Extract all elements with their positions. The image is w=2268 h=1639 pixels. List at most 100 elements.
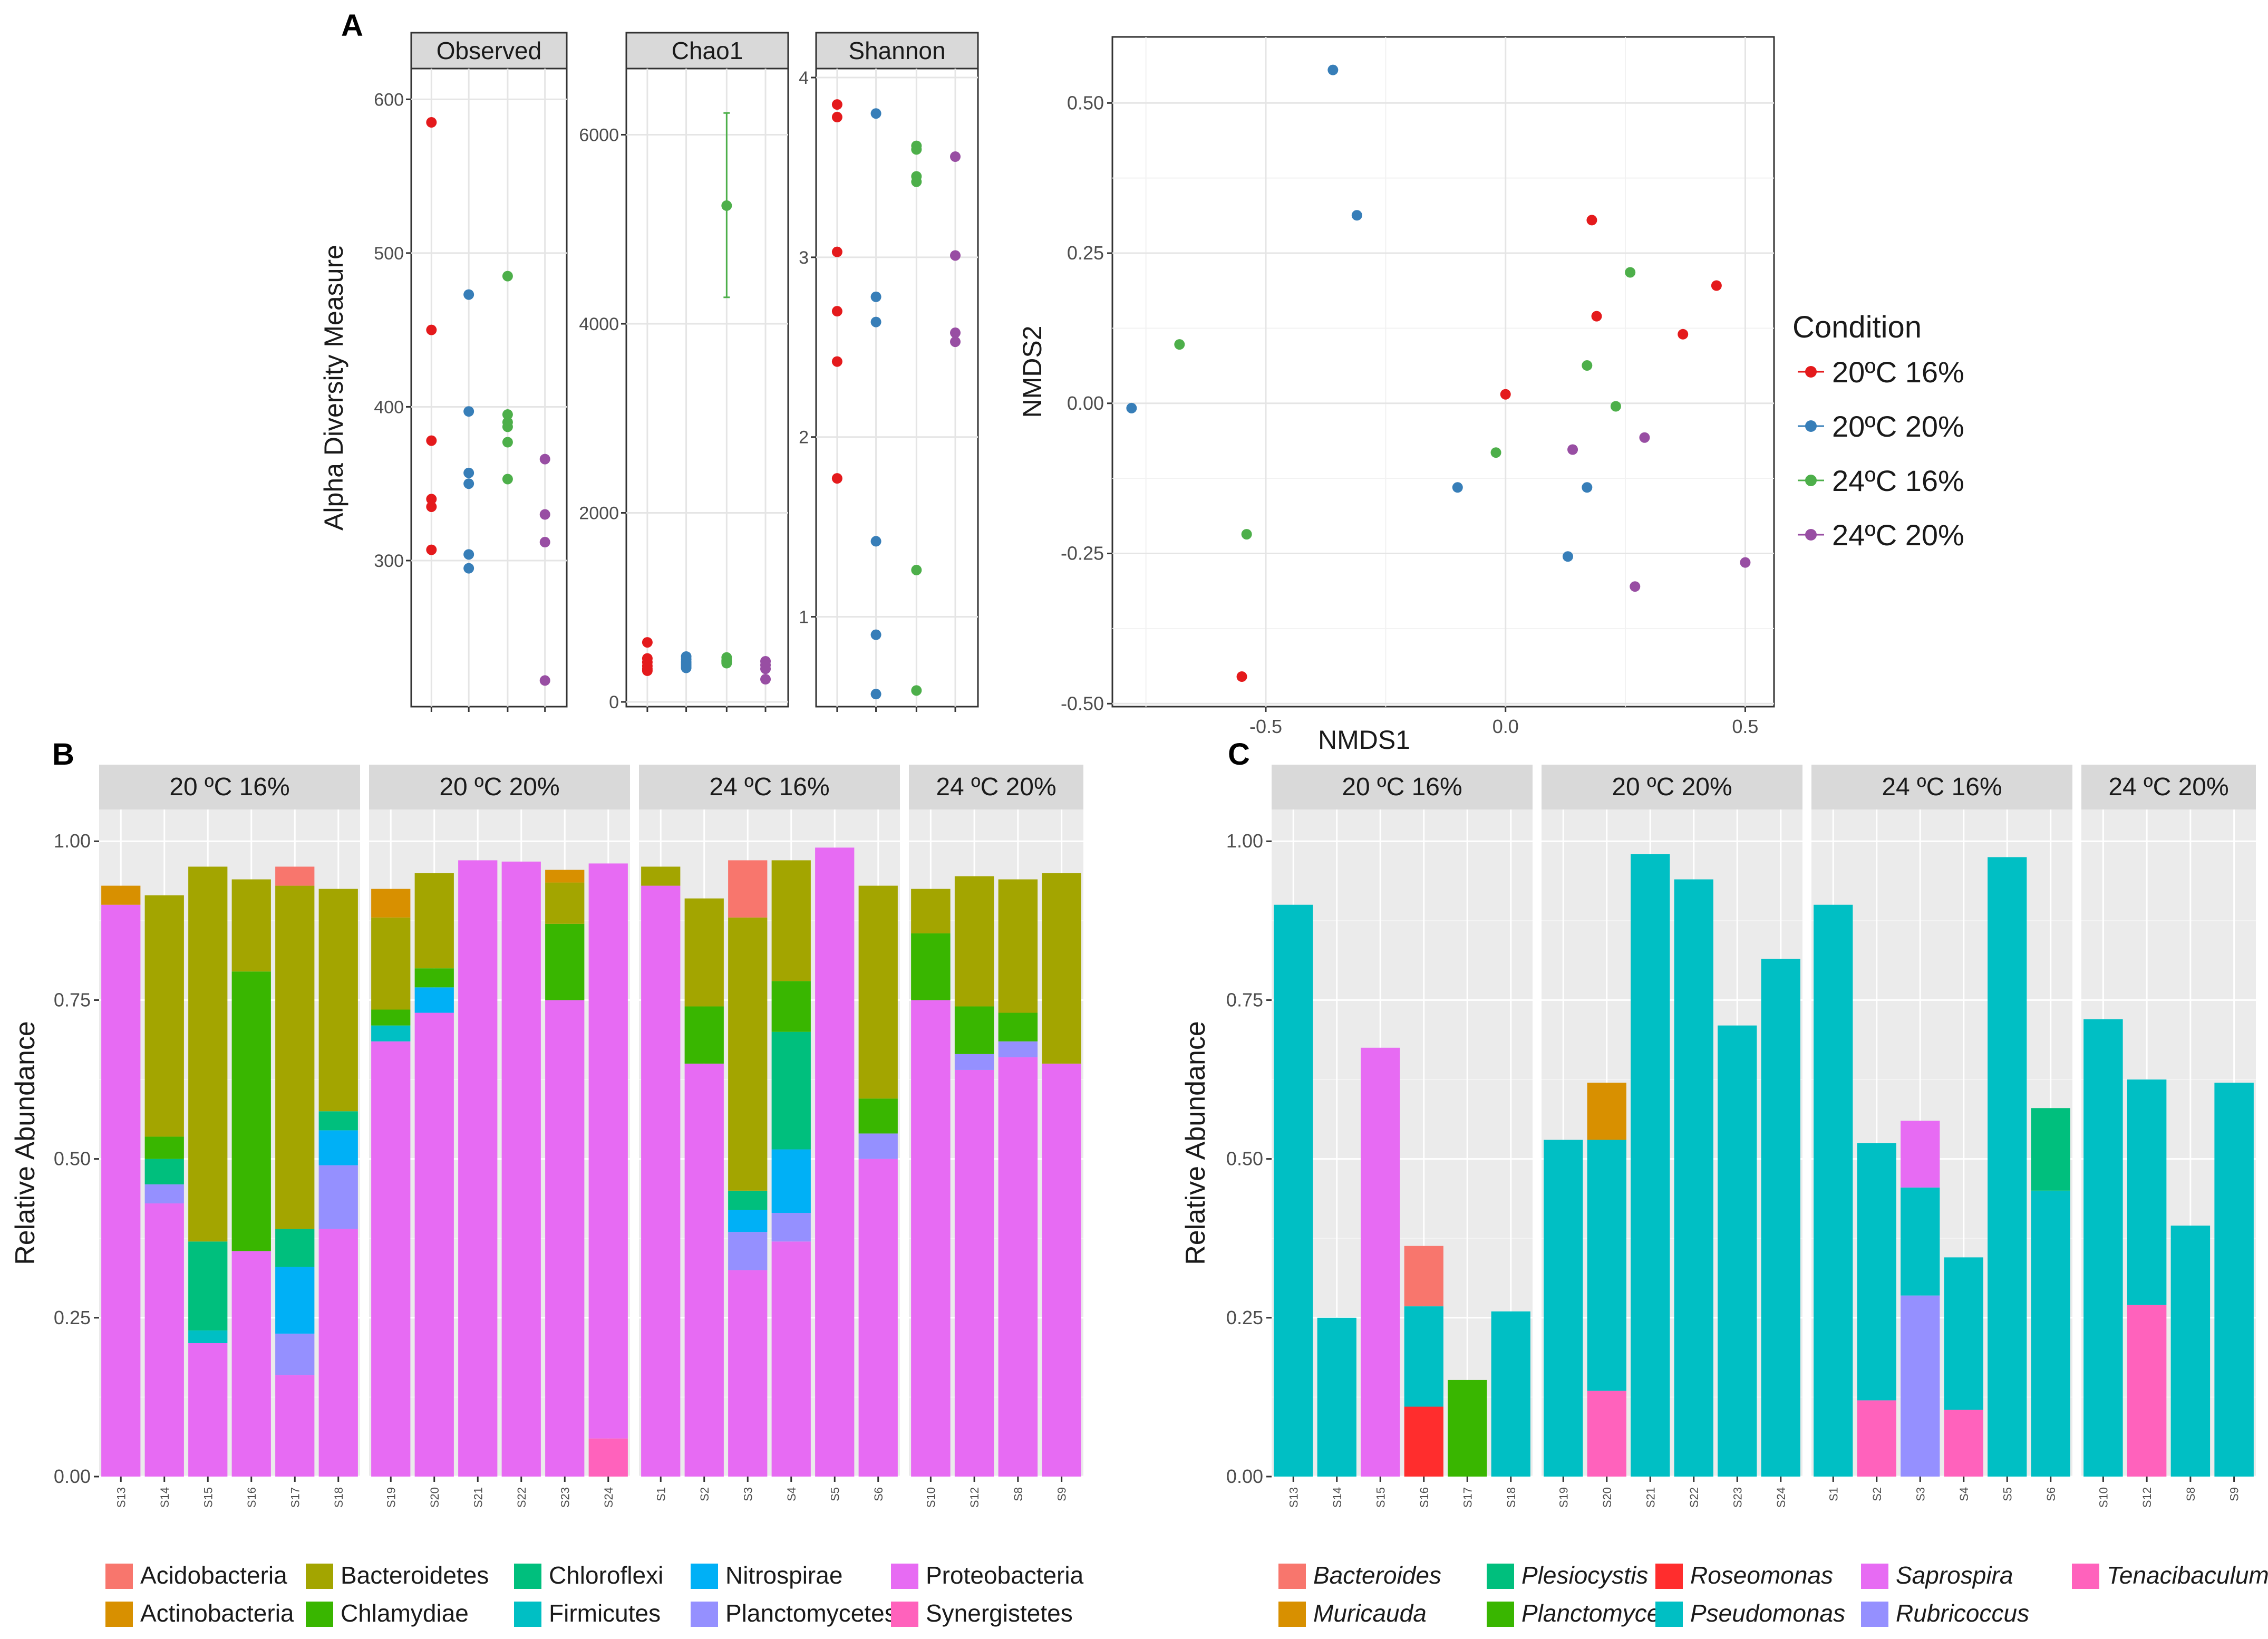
y-tick-label: 4 <box>799 68 809 88</box>
x-tick-label: S14 <box>1331 1487 1344 1508</box>
phylum-abundance-chart: Relative Abundance 0.00 0.25 0.50 0.75 1.00 20… <box>10 765 1084 1627</box>
bar-segment-chlamydiae <box>911 933 951 1000</box>
bar-segment-pseudomonas <box>1587 1140 1626 1391</box>
y-tick-label: 500 <box>374 244 404 264</box>
legend-label: Actinobacteria <box>140 1599 294 1627</box>
alpha-diversity-chart: Alpha Diversity Measure Observed 300 400 500… <box>319 32 979 712</box>
bar-segment-proteobacteria <box>858 1159 898 1477</box>
legend-key <box>1805 529 1817 541</box>
data-point <box>463 478 474 489</box>
legend-key-tenacibaculum <box>2072 1564 2099 1589</box>
data-point <box>681 662 692 673</box>
data-point <box>1567 444 1578 455</box>
data-point <box>950 250 961 261</box>
nmds-panel <box>1111 36 1775 708</box>
facet-strip <box>1272 765 1533 809</box>
bar-segment-chloroflexi <box>144 1159 184 1184</box>
x-tick-label: S23 <box>558 1487 571 1508</box>
facet-strip <box>815 32 979 70</box>
data-point <box>760 663 771 674</box>
data-point <box>426 501 437 512</box>
x-tick-label: S20 <box>428 1487 441 1508</box>
data-point <box>1582 360 1593 371</box>
x-tick-label: S12 <box>968 1487 981 1508</box>
data-point <box>539 509 550 520</box>
legend-key <box>1805 475 1817 486</box>
bar-segment-chloroflexi <box>188 1241 228 1331</box>
x-tick-label: S5 <box>828 1487 841 1501</box>
legend-key-planctomycetes <box>691 1602 718 1627</box>
bar-segment-pseudomonas <box>1988 857 2027 1477</box>
x-tick-label: S15 <box>201 1487 215 1508</box>
bar-segment-chlamydiae <box>545 923 585 1000</box>
bar-segment-bacteroidetes <box>911 889 951 933</box>
bar-segment-chlamydiae <box>414 968 454 988</box>
data-point <box>642 665 653 676</box>
bar-segment-chlamydiae <box>858 1098 898 1134</box>
x-tick-label: S22 <box>515 1487 528 1508</box>
bar-segment-pseudomonas <box>1274 904 1313 1477</box>
legend-key <box>1805 420 1817 432</box>
data-point <box>426 117 437 128</box>
data-point <box>1591 311 1602 322</box>
legend-label: Chlamydiae <box>341 1599 469 1627</box>
x-tick-label: S18 <box>1505 1487 1518 1508</box>
legend-label: Nitrospirae <box>725 1561 842 1589</box>
data-point <box>1490 447 1501 458</box>
y-tick-label: 3 <box>799 248 809 268</box>
bar-segment-proteobacteria <box>684 1063 724 1477</box>
data-point <box>1610 401 1621 412</box>
bar-segment-pseudomonas <box>1404 1306 1443 1407</box>
data-point <box>539 537 550 548</box>
legend-label: 24ºC 20% <box>1832 518 1964 552</box>
bar-segment-rubricoccus <box>1901 1295 1940 1477</box>
data-point <box>911 144 922 155</box>
data-point <box>831 246 842 257</box>
bar-segment-proteobacteria <box>545 1000 585 1477</box>
facet-strip-label: 20 ºC 16% <box>169 773 289 801</box>
bar-segment-planctomycetes <box>998 1041 1038 1057</box>
legend-key-saprospira <box>1861 1564 1888 1589</box>
x-tick-label: S3 <box>741 1487 754 1501</box>
bar-segment-bacteroidetes <box>771 860 811 981</box>
x-tick-label: S2 <box>698 1487 711 1501</box>
x-tick-label: S4 <box>1957 1487 1971 1501</box>
bar-segment-pseudomonas <box>1718 1025 1757 1477</box>
facet-strip-label: 20 ºC 16% <box>1342 773 1462 801</box>
bar-segment-muricauda <box>1587 1083 1626 1140</box>
data-point <box>1452 482 1463 493</box>
x-tick-label: S10 <box>2097 1487 2110 1508</box>
legend-title: Condition <box>1792 310 1922 344</box>
x-tick-label: S8 <box>1012 1487 1025 1501</box>
y-tick-label: 600 <box>374 90 404 110</box>
bar-segment-pseudomonas <box>1491 1311 1530 1477</box>
panel-label-c: C <box>1228 737 1250 772</box>
legend-label: Bacteroidetes <box>341 1561 489 1589</box>
bar-segment-chlamydiae <box>144 1136 184 1159</box>
x-tick-label: S19 <box>384 1487 398 1508</box>
bar-segment-actinobacteria <box>371 889 411 918</box>
bar-segment-planctomycetes <box>728 1232 768 1270</box>
y-tick-label: 0 <box>609 692 619 712</box>
data-point <box>502 437 513 448</box>
nmds-x-axis-title: NMDS1 <box>1318 725 1410 755</box>
bar-segment-bacteroidetes <box>414 873 454 969</box>
bar-segment-chlamydiae <box>954 1006 994 1054</box>
x-tick-label: S21 <box>1644 1487 1657 1508</box>
legend-label: 24ºC 16% <box>1832 464 1964 497</box>
data-point <box>1625 267 1636 278</box>
bar-segment-nitrospirae <box>414 987 454 1013</box>
bar-segment-pseudomonas <box>2031 1190 2070 1477</box>
data-point <box>502 271 513 282</box>
data-point <box>1740 557 1751 568</box>
x-tick-label: S12 <box>2140 1487 2154 1508</box>
bar-segment-proteobacteria <box>588 863 628 1439</box>
legend-label: Acidobacteria <box>140 1561 287 1589</box>
x-tick-label: S5 <box>2001 1487 2014 1501</box>
legend-label: Bacteroides <box>1313 1561 1441 1589</box>
x-tick-label: S6 <box>2044 1487 2058 1501</box>
panel-label-b: B <box>52 737 74 772</box>
data-point <box>539 454 550 465</box>
legend-label: Muricauda <box>1313 1599 1427 1627</box>
